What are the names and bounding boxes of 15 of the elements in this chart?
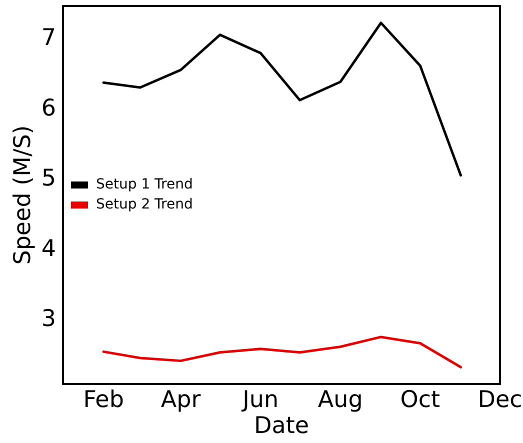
x-tick-label: Jun [240,386,279,413]
legend-label: Setup 2 Trend [96,196,193,213]
y-tick-label: 3 [41,306,56,332]
x-tick-label: Feb [83,386,124,413]
y-tick-label: 5 [41,166,56,192]
x-axis-title: Date [254,413,309,440]
y-axis-title: Speed (M/S) [10,125,36,265]
y-tick-label: 6 [41,95,56,122]
x-tick-label: Aug [318,386,363,413]
legend-label: Setup 1 Trend [96,176,193,193]
y-tick-label: 4 [41,236,56,262]
x-tick-label: Oct [400,386,440,413]
y-tick-label: 7 [41,24,56,51]
x-tick-label: Apr [160,386,202,413]
x-tick-label: Dec [478,386,522,413]
